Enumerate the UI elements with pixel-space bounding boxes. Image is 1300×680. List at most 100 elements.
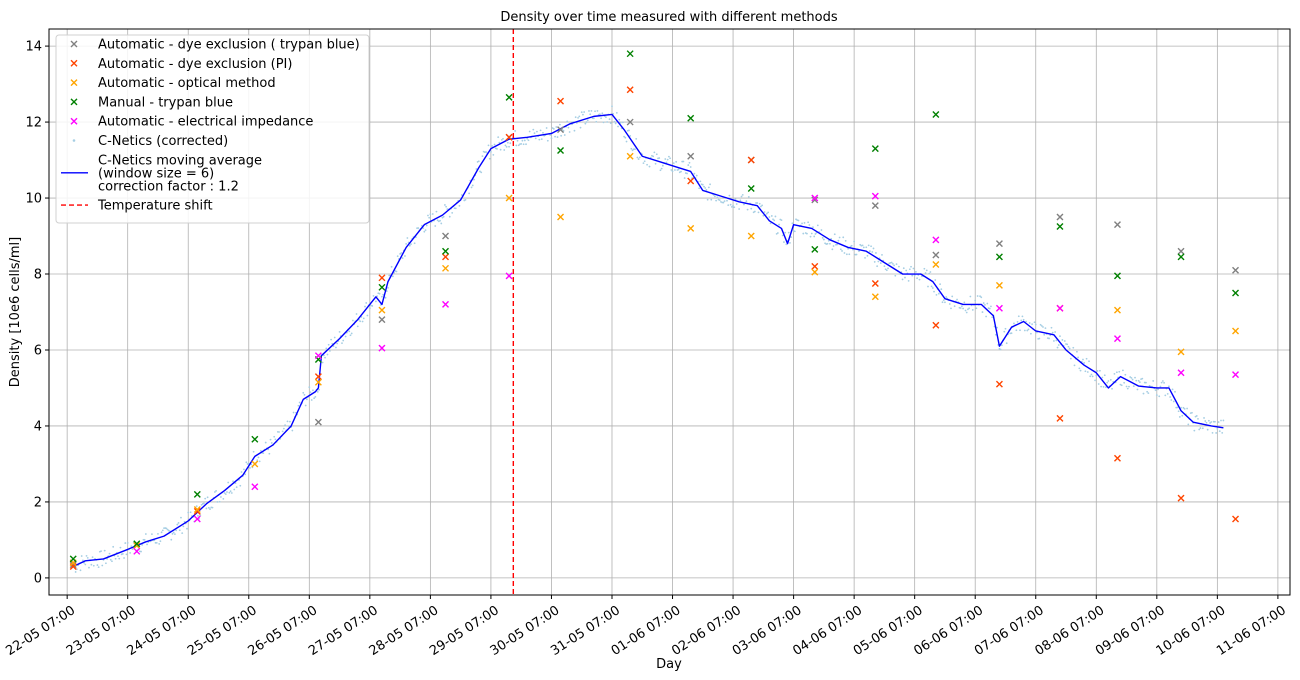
cnetics-dot-367 [516, 139, 519, 142]
cnetics-dot-802 [1043, 333, 1046, 336]
cnetics-dot-494 [670, 169, 673, 171]
cnetics-dot-905 [1168, 385, 1170, 388]
marker-s3-p2 [193, 490, 201, 498]
cnetics-dot-769 [1003, 330, 1006, 333]
cnetics-dot-142 [244, 473, 247, 476]
y-tick-label-5: 10 [25, 192, 42, 207]
chart-title: Density over time measured with differen… [500, 10, 838, 25]
marker-s0-p9 [811, 196, 819, 204]
cnetics-dot-709 [930, 285, 933, 288]
cnetics-dot-819 [1063, 340, 1066, 342]
cnetics-dot-410 [568, 131, 571, 133]
cnetics-dot-813 [1056, 346, 1059, 349]
cnetics-dot-352 [498, 141, 501, 144]
cnetics-dot-417 [577, 116, 579, 119]
cnetics-dot-671 [884, 268, 887, 271]
legend-box [55, 34, 370, 224]
cnetics-dot-613 [814, 233, 817, 235]
cnetics-dot-585 [780, 219, 783, 222]
cnetics-dot-355 [502, 137, 504, 140]
cnetics-dot-480 [653, 151, 656, 154]
cnetics-dot-703 [923, 267, 926, 270]
legend-label-2: Automatic - optical method [98, 76, 276, 91]
cnetics-dot-141 [243, 468, 245, 471]
cnetics-dot-337 [480, 171, 483, 174]
cnetics-dot-216 [333, 336, 336, 339]
cnetics-dot-225 [344, 335, 347, 338]
marker-s1-p5 [505, 133, 513, 141]
marker-s2-p18 [1177, 348, 1185, 356]
cnetics-dot-65 [151, 533, 153, 536]
cnetics-dot-241 [364, 305, 366, 308]
cnetics-dot-577 [770, 215, 773, 217]
cnetics-dot-526 [709, 183, 711, 186]
cnetics-dot-235 [356, 325, 359, 328]
cnetics-dot-509 [688, 161, 691, 164]
cnetics-dot-618 [820, 229, 823, 231]
cnetics-dot-936 [1205, 421, 1208, 424]
cnetics-dot-8 [82, 559, 84, 562]
cnetics-dot-84 [174, 533, 176, 536]
cnetics-dot-736 [963, 301, 966, 304]
cnetics-dot-278 [408, 244, 411, 247]
cnetics-dot-547 [734, 198, 737, 201]
cnetics-dot-88 [178, 529, 181, 532]
cnetics-dot-247 [371, 305, 374, 307]
cnetics-dot-330 [471, 184, 474, 187]
cnetics-dot-373 [523, 139, 526, 142]
cnetics-dot-438 [602, 121, 605, 124]
cnetics-dot-573 [766, 212, 768, 215]
cnetics-dot-735 [962, 307, 965, 310]
cnetics-dot-881 [1138, 381, 1141, 384]
cnetics-dot-777 [1013, 322, 1015, 325]
cnetics-dot-587 [783, 241, 785, 243]
cnetics-dot-558 [747, 195, 750, 198]
marker-s0-p7 [687, 152, 695, 160]
cnetics-dot-579 [773, 219, 776, 222]
cnetics-dot-306 [442, 215, 445, 218]
cnetics-dot-47 [129, 552, 132, 554]
cnetics-dot-686 [902, 267, 905, 270]
cnetics-dot-571 [763, 211, 766, 213]
cnetics-dot-708 [929, 271, 932, 273]
cnetics-dot-836 [1084, 370, 1087, 373]
legend-handle-2 [70, 79, 78, 87]
cnetics-dot-138 [239, 484, 242, 487]
cnetics-dot-532 [716, 196, 719, 199]
cnetics-dot-801 [1042, 326, 1044, 328]
cnetics-dot-545 [732, 204, 734, 207]
cnetics-dot-877 [1134, 376, 1136, 379]
cnetics-dot-730 [956, 298, 958, 301]
cnetics-dot-782 [1019, 329, 1021, 332]
cnetics-dot-522 [704, 187, 707, 189]
cnetics-dot-69 [155, 542, 158, 544]
cnetics-dot-234 [355, 313, 358, 315]
cnetics-dot-253 [378, 292, 381, 295]
cnetics-dot-498 [675, 160, 678, 163]
cnetics-dot-510 [689, 166, 692, 168]
cnetics-dot-862 [1115, 371, 1118, 374]
marker-s4-p0 [133, 547, 141, 555]
cnetics-dot-845 [1095, 374, 1098, 377]
cnetics-dot-311 [448, 215, 451, 218]
cnetics-dot-691 [908, 268, 911, 271]
cnetics-dot-345 [490, 151, 492, 153]
marker-s3-p7 [505, 93, 513, 101]
cnetics-dot-2 [74, 571, 77, 573]
cnetics-dot-946 [1217, 421, 1220, 423]
cnetics-dot-179 [289, 420, 291, 423]
marker-s1-p16 [1177, 494, 1185, 502]
cnetics-dot-426 [588, 110, 590, 112]
cnetics-dot-467 [637, 158, 640, 160]
cnetics-dot-779 [1015, 329, 1018, 332]
cnetics-dot-115 [211, 506, 214, 509]
cnetics-dot-705 [925, 269, 928, 272]
cnetics-dot-294 [428, 216, 431, 219]
cnetics-dot-71 [158, 543, 161, 545]
cnetics-dot-612 [813, 235, 816, 238]
cnetics-dot-864 [1118, 370, 1121, 373]
cnetics-dot-867 [1122, 369, 1124, 372]
cnetics-dot-26 [103, 549, 106, 552]
cnetics-dot-815 [1059, 335, 1061, 338]
cnetics-dot-933 [1201, 427, 1204, 430]
